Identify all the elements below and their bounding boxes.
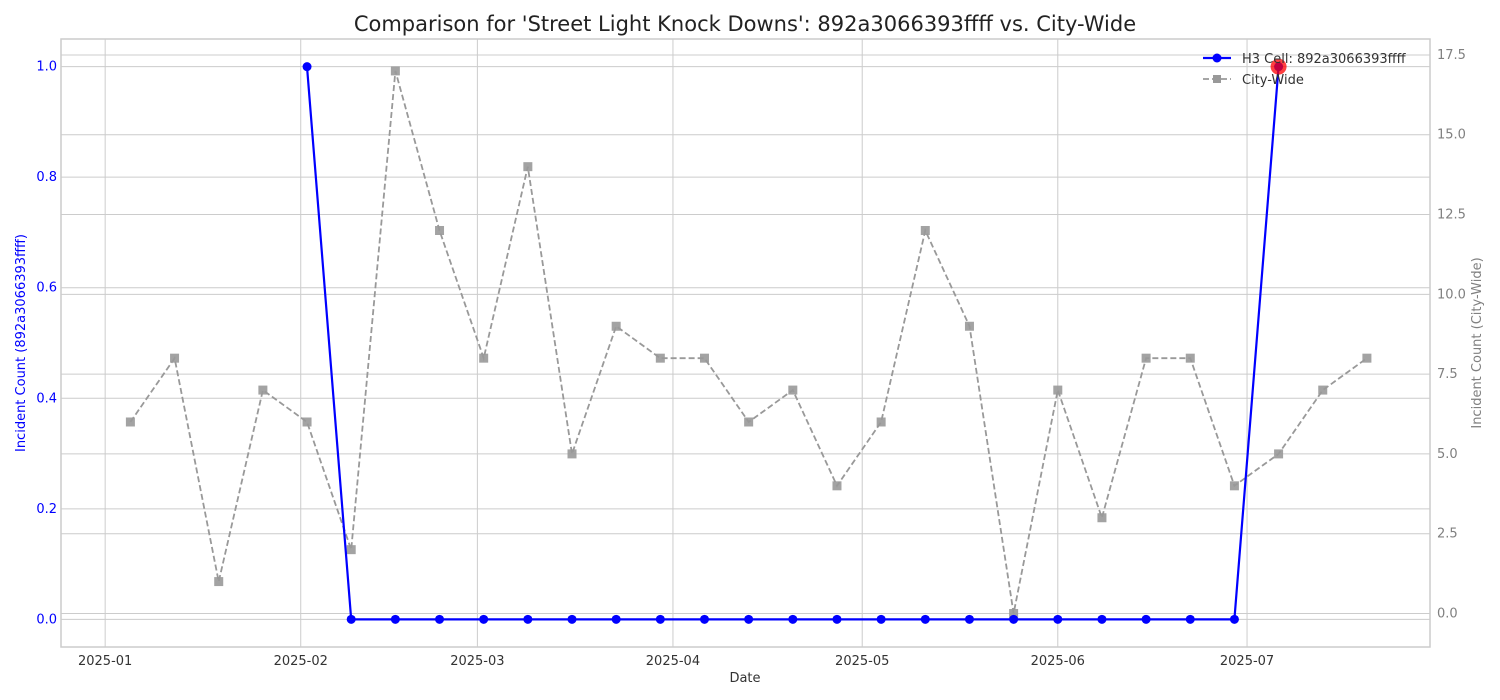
y-right-tick-label: 17.5: [1437, 48, 1466, 63]
h3-cell-point: [920, 614, 930, 624]
h3-cell-point: [1009, 614, 1019, 624]
y-axis-right-label: Incident Count (City-Wide): [1470, 257, 1485, 428]
plot-background: [60, 38, 1431, 648]
h3-cell-point: [479, 614, 489, 624]
h3-cell-point: [655, 614, 665, 624]
y-right-tick-label: 15.0: [1437, 128, 1466, 143]
h3-cell-point: [744, 614, 754, 624]
h3-cell-point: [1097, 614, 1107, 624]
y-left-tick-label: 0.8: [36, 170, 57, 185]
city-wide-point: [479, 353, 489, 363]
city-wide-point: [1229, 481, 1239, 491]
city-wide-point: [1318, 385, 1328, 395]
x-tick-label: 2025-05: [835, 654, 889, 669]
y-left-tick-label: 0.4: [36, 391, 57, 406]
city-wide-point: [920, 225, 930, 235]
city-wide-point: [258, 385, 268, 395]
city-wide-point: [1362, 353, 1372, 363]
city-wide-point: [1274, 449, 1284, 459]
legend-city-marker: [1213, 75, 1221, 83]
h3-cell-point: [567, 614, 577, 624]
legend-city-label: City-Wide: [1242, 73, 1304, 88]
y-right-tick-label: 5.0: [1437, 447, 1458, 462]
city-wide-point: [567, 449, 577, 459]
h3-cell-point: [964, 614, 974, 624]
city-wide-point: [435, 225, 445, 235]
city-wide-point: [214, 577, 224, 587]
legend-entry-h3: H3 Cell: 892a3066393ffff: [1203, 52, 1407, 67]
x-tick-label: 2025-07: [1220, 654, 1274, 669]
x-tick-label: 2025-06: [1031, 654, 1085, 669]
h3-cell-point: [1053, 614, 1063, 624]
h3-cell-point: [1229, 614, 1239, 624]
city-wide-point: [1141, 353, 1151, 363]
x-tick-label: 2025-02: [274, 654, 328, 669]
highlight-point: [1270, 58, 1287, 75]
h3-cell-point: [1185, 614, 1195, 624]
city-wide-point: [170, 353, 180, 363]
legend-h3-marker: [1212, 53, 1222, 63]
y-left-tick-label: 0.6: [36, 281, 57, 296]
y-left-tick-label: 0.2: [36, 502, 57, 517]
city-wide-point: [125, 417, 135, 427]
city-wide-point: [1009, 608, 1019, 618]
city-wide-point: [964, 321, 974, 331]
grid: [61, 39, 1430, 647]
x-axis-label: Date: [729, 671, 760, 686]
h3-cell-point: [302, 62, 312, 72]
x-tick-label: 2025-01: [78, 654, 132, 669]
city-wide-point: [523, 162, 533, 172]
city-wide-point: [788, 385, 798, 395]
h3-cell-point: [435, 614, 445, 624]
legend: H3 Cell: 892a3066393ffff City-Wide: [1203, 52, 1407, 88]
chart-title: Comparison for 'Street Light Knock Downs…: [354, 12, 1136, 36]
tick-layer: 2025-01 2025-02 2025-03 2025-04 2025-05 2025-…: [36, 48, 1466, 669]
y-right-tick-label: 2.5: [1437, 527, 1458, 542]
y-axis-left-label: Incident Count (892a3066393ffff): [14, 234, 29, 452]
y-left-tick-label: 1.0: [36, 60, 57, 75]
city-wide-point: [876, 417, 886, 427]
h3-cell-point: [390, 614, 400, 624]
h3-cell-point: [876, 614, 886, 624]
series-layer: [125, 58, 1372, 624]
y-left-tick-label: 0.0: [36, 612, 57, 627]
city-wide-point: [744, 417, 754, 427]
city-wide-point: [611, 321, 621, 331]
y-right-tick-label: 10.0: [1437, 287, 1466, 302]
x-tick-label: 2025-03: [450, 654, 504, 669]
city-wide-point: [1185, 353, 1195, 363]
h3-cell-point: [832, 614, 842, 624]
city-wide-point: [832, 481, 842, 491]
city-wide-point: [1053, 385, 1063, 395]
h3-cell-point: [611, 614, 621, 624]
city-wide-point: [1097, 513, 1107, 523]
h3-cell-point: [788, 614, 798, 624]
city-wide-point: [302, 417, 312, 427]
h3-cell-point: [523, 614, 533, 624]
city-wide-point: [699, 353, 709, 363]
y-right-tick-label: 12.5: [1437, 208, 1466, 223]
legend-entry-city: City-Wide: [1203, 73, 1304, 88]
x-tick-label: 2025-04: [646, 654, 700, 669]
y-right-tick-label: 0.0: [1437, 606, 1458, 621]
city-wide-point: [346, 545, 356, 555]
legend-h3-label: H3 Cell: 892a3066393ffff: [1242, 52, 1407, 67]
city-wide-point: [655, 353, 665, 363]
h3-cell-point: [346, 614, 356, 624]
city-wide-point: [390, 66, 400, 76]
y-right-tick-label: 7.5: [1437, 367, 1458, 382]
h3-cell-point: [1141, 614, 1151, 624]
h3-cell-point: [699, 614, 709, 624]
